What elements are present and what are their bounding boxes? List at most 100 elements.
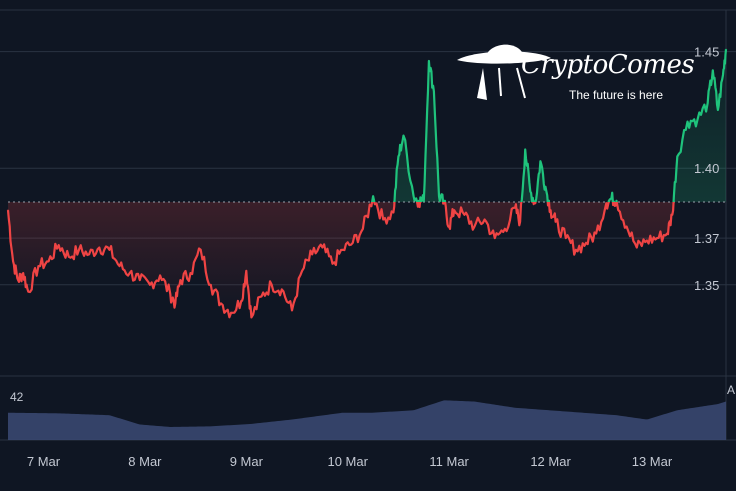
data-point-23 [210, 284, 212, 286]
data-point-9 [78, 249, 80, 251]
data-point-8 [68, 256, 70, 258]
data-point-77 [646, 239, 648, 242]
data-point-44 [402, 134, 405, 137]
data-point-12 [108, 249, 111, 251]
data-point-11 [98, 246, 100, 249]
area-fill-below-baseline [8, 201, 726, 318]
data-point-48 [428, 60, 430, 62]
data-point-25 [230, 312, 232, 314]
data-point-58 [504, 228, 506, 230]
data-point-2 [17, 279, 19, 281]
x-tick-label-1: 8 Mar [128, 454, 162, 469]
data-point-10 [88, 253, 90, 256]
y-axis: 1.35 1.37 1.40 1.45 [694, 45, 719, 293]
data-point-88 [725, 48, 727, 50]
cryptocomes-logo: CryptoComes The future is here [455, 38, 705, 118]
data-point-69 [575, 249, 577, 251]
y-tick-label-3: 1.45 [694, 45, 719, 60]
data-point-22 [200, 249, 202, 251]
volume-histogram [8, 400, 726, 440]
data-point-18 [169, 293, 171, 295]
data-point-16 [149, 284, 151, 286]
data-point-56 [484, 218, 486, 221]
data-point-5 [37, 265, 40, 267]
data-point-59 [514, 207, 516, 209]
volume-scale-label: 42 [10, 390, 24, 404]
data-point-81 [676, 155, 678, 158]
data-point-39 [362, 228, 364, 230]
data-point-63 [534, 202, 536, 204]
data-point-30 [271, 284, 273, 286]
data-point-45 [413, 195, 415, 197]
data-point-53 [453, 209, 455, 211]
data-point-6 [47, 260, 50, 263]
ufo-icon [457, 44, 551, 100]
volume-area [8, 400, 726, 440]
data-point-35 [321, 246, 323, 249]
data-point-76 [636, 246, 638, 249]
data-point-38 [352, 242, 354, 244]
data-point-74 [615, 200, 618, 202]
data-point-46 [418, 200, 420, 202]
data-point-13 [118, 265, 121, 267]
x-tick-label-5: 12 Mar [530, 454, 571, 469]
data-point-71 [595, 232, 597, 235]
data-point-86 [717, 109, 719, 111]
data-point-19 [174, 302, 176, 305]
data-point-14 [129, 272, 131, 274]
data-point-26 [240, 300, 242, 302]
brand-name: CryptoComes [521, 50, 695, 80]
x-tick-label-4: 11 Mar [429, 454, 469, 469]
data-point-85 [712, 69, 714, 71]
data-point-55 [473, 225, 476, 228]
volume-scale-marker: A [727, 383, 735, 397]
data-point-40 [372, 195, 374, 197]
x-axis: 7 Mar 8 Mar 9 Mar 10 Mar 11 Mar 12 Mar 13 Mar [27, 454, 673, 469]
data-point-50 [438, 195, 440, 197]
data-point-80 [671, 214, 673, 216]
data-point-65 [544, 186, 547, 188]
data-point-32 [291, 309, 293, 311]
data-point-66 [549, 209, 552, 211]
data-point-17 [159, 274, 161, 277]
data-point-78 [656, 237, 658, 239]
data-point-29 [260, 295, 263, 298]
y-tick-label-0: 1.35 [694, 278, 719, 293]
brand-tagline: The future is here [569, 88, 664, 102]
y-tick-label-1: 1.37 [694, 231, 719, 246]
area-fills [8, 49, 726, 318]
data-point-75 [626, 225, 628, 228]
data-point-36 [331, 263, 334, 265]
data-point-61 [524, 148, 526, 151]
data-point-52 [448, 225, 450, 228]
data-point-72 [605, 202, 607, 204]
data-point-4 [27, 291, 29, 293]
price-line [6, 48, 728, 319]
x-tick-label-3: 10 Mar [327, 454, 368, 469]
data-point-73 [610, 197, 613, 200]
data-point-87 [722, 74, 724, 76]
data-point-57 [494, 237, 496, 239]
x-tick-label-0: 7 Mar [27, 454, 61, 469]
data-point-7 [58, 244, 60, 246]
data-point-82 [686, 120, 689, 123]
data-point-33 [301, 270, 303, 272]
data-point-1 [12, 260, 14, 263]
data-point-47 [423, 200, 425, 202]
data-point-3 [22, 272, 24, 274]
data-point-31 [281, 288, 283, 291]
data-point-64 [539, 160, 542, 162]
data-point-42 [392, 211, 394, 214]
x-tick-label-2: 9 Mar [230, 454, 264, 469]
data-point-68 [565, 237, 567, 239]
data-point-67 [555, 221, 557, 223]
data-point-37 [342, 249, 344, 251]
data-point-21 [189, 272, 192, 274]
data-point-54 [463, 214, 465, 216]
data-point-34 [311, 253, 313, 256]
area-fill-above-baseline [372, 49, 726, 202]
data-point-49 [433, 90, 435, 92]
data-point-20 [179, 279, 182, 281]
